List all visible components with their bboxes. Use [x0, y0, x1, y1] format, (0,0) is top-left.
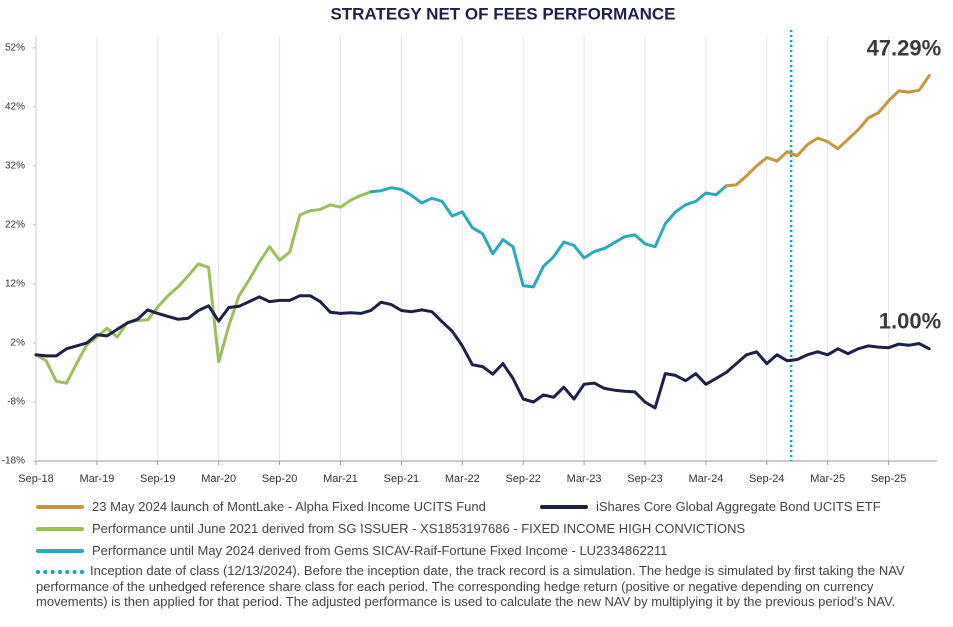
legend-swatch: [36, 526, 84, 531]
legend-swatch: [36, 548, 84, 553]
legend-item: Performance until May 2024 derived from …: [36, 543, 667, 558]
legend-item: 23 May 2024 launch of MontLake - Alpha F…: [36, 499, 486, 514]
x-tick-label: Mar-22: [445, 473, 480, 485]
y-tick-label: 42%: [5, 101, 25, 112]
chart: STRATEGY NET OF FEES PERFORMANCE 52% 42% 3…: [2, 4, 942, 485]
x-tick-label: Mar-23: [567, 473, 602, 485]
y-tick-label: 2%: [11, 338, 26, 349]
y-tick-label: 12%: [5, 279, 25, 290]
x-tick-label: Mar-19: [79, 473, 114, 485]
x-tick-label: Sep-25: [871, 473, 906, 485]
y-tick-label: 22%: [5, 220, 25, 231]
x-tick-label: Sep-24: [749, 473, 784, 485]
x-tick-label: Sep-22: [505, 473, 540, 485]
end-label: 1.00%: [879, 309, 941, 334]
y-tick-label: 52%: [5, 42, 25, 53]
series-line: [34, 190, 373, 385]
x-tick-label: Mar-24: [688, 473, 723, 485]
chart-title: STRATEGY NET OF FEES PERFORMANCE: [330, 4, 675, 23]
series-line: [34, 294, 931, 410]
x-tick-label: Mar-21: [323, 473, 358, 485]
inception-text: Inception date of class (12/13/2024). Be…: [36, 563, 905, 609]
legend-label: Performance until June 2021 derived from…: [92, 521, 746, 536]
legend-label: 23 May 2024 launch of MontLake - Alpha F…: [92, 499, 486, 514]
legend-label: Performance until May 2024 derived from …: [92, 543, 668, 558]
inception-note: Inception date of class (12/13/2024). Be…: [36, 563, 921, 610]
x-tick-label: Sep-23: [627, 473, 662, 485]
legend-item: Performance until June 2021 derived from…: [36, 521, 745, 536]
series-line: [724, 74, 931, 188]
inception-swatch: [36, 569, 84, 574]
x-tick-label: Sep-19: [140, 473, 175, 485]
y-tick-label: -8%: [7, 397, 25, 408]
x-tick-label: Mar-20: [201, 473, 236, 485]
legend-item: iShares Core Global Aggregate Bond UCITS…: [540, 499, 881, 514]
legend-label: iShares Core Global Aggregate Bond UCITS…: [596, 499, 881, 514]
x-tick-label: Sep-18: [18, 473, 53, 485]
x-tick-label: Sep-20: [262, 473, 297, 485]
y-tick-label: -18%: [2, 456, 25, 467]
y-tick-label: 32%: [5, 161, 25, 172]
x-tick-label: Mar-25: [810, 473, 845, 485]
legend-swatch: [36, 504, 84, 509]
end-label: 47.29%: [867, 35, 942, 60]
legend-swatch: [540, 504, 588, 509]
series-line: [369, 184, 728, 289]
x-tick-label: Sep-21: [384, 473, 419, 485]
